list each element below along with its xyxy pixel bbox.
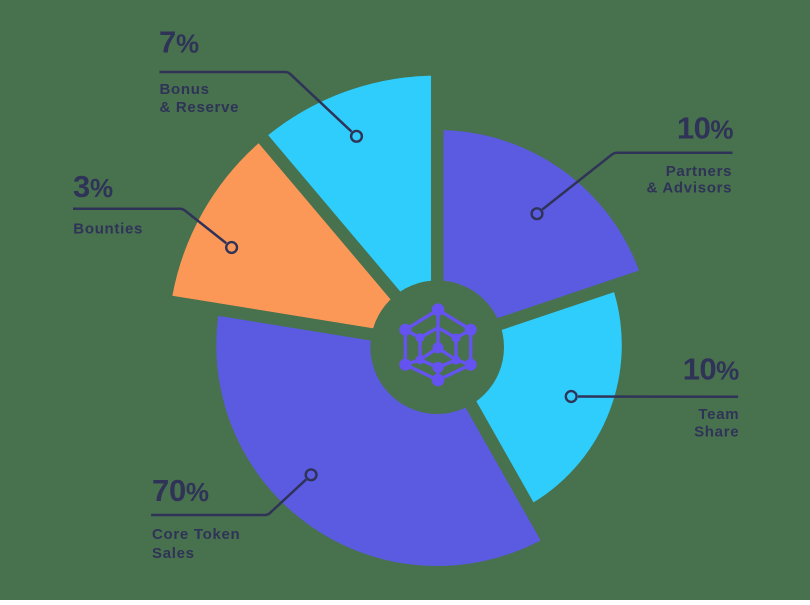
- svg-text:70%: 70%: [152, 473, 209, 508]
- svg-text:Bonus: Bonus: [160, 81, 210, 98]
- svg-text:Bounties: Bounties: [73, 221, 143, 238]
- svg-text:Sales: Sales: [152, 545, 195, 562]
- svg-text:Core Token: Core Token: [152, 526, 240, 543]
- svg-text:Partners: Partners: [666, 163, 732, 180]
- svg-text:10%: 10%: [683, 351, 739, 386]
- svg-text:3%: 3%: [73, 169, 113, 204]
- svg-text:& Advisors: & Advisors: [647, 179, 733, 196]
- svg-text:10%: 10%: [677, 111, 733, 146]
- svg-text:Team: Team: [698, 406, 739, 423]
- svg-text:7%: 7%: [159, 24, 199, 59]
- svg-text:& Reserve: & Reserve: [160, 99, 240, 116]
- svg-text:Share: Share: [694, 423, 739, 440]
